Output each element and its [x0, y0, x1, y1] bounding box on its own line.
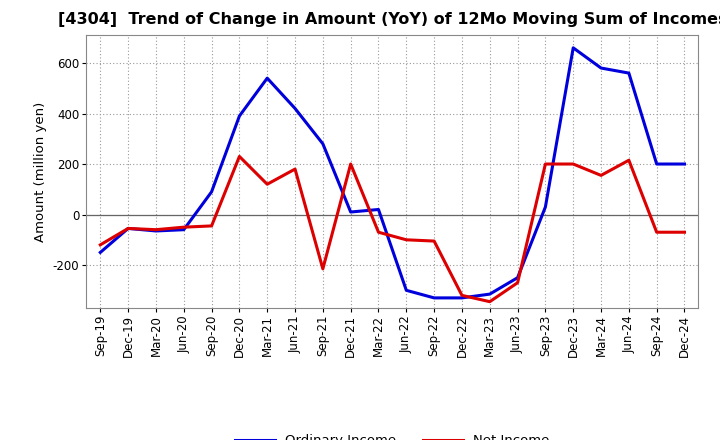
Y-axis label: Amount (million yen): Amount (million yen) — [35, 102, 48, 242]
Ordinary Income — [291, 106, 300, 111]
Net Income — [569, 161, 577, 167]
Ordinary Income — [207, 189, 216, 194]
Ordinary Income — [124, 226, 132, 231]
Net Income — [652, 230, 661, 235]
Net Income — [207, 223, 216, 228]
Ordinary Income — [485, 291, 494, 297]
Ordinary Income — [541, 204, 550, 209]
Net Income — [291, 166, 300, 172]
Net Income — [318, 266, 327, 271]
Ordinary Income — [318, 141, 327, 147]
Ordinary Income — [569, 45, 577, 51]
Net Income — [430, 238, 438, 244]
Ordinary Income — [263, 76, 271, 81]
Net Income — [458, 293, 467, 298]
Ordinary Income — [346, 209, 355, 215]
Legend: Ordinary Income, Net Income: Ordinary Income, Net Income — [230, 429, 555, 440]
Net Income — [402, 237, 410, 242]
Line: Net Income: Net Income — [100, 157, 685, 302]
Ordinary Income — [235, 114, 243, 119]
Title: [4304]  Trend of Change in Amount (YoY) of 12Mo Moving Sum of Incomes: [4304] Trend of Change in Amount (YoY) o… — [58, 12, 720, 27]
Ordinary Income — [430, 295, 438, 301]
Net Income — [235, 154, 243, 159]
Ordinary Income — [624, 70, 633, 76]
Ordinary Income — [513, 275, 522, 280]
Net Income — [152, 227, 161, 232]
Line: Ordinary Income: Ordinary Income — [100, 48, 685, 298]
Ordinary Income — [458, 295, 467, 301]
Ordinary Income — [680, 161, 689, 167]
Net Income — [346, 161, 355, 167]
Net Income — [485, 299, 494, 304]
Ordinary Income — [652, 161, 661, 167]
Ordinary Income — [402, 288, 410, 293]
Ordinary Income — [152, 228, 161, 234]
Net Income — [624, 158, 633, 163]
Net Income — [513, 280, 522, 286]
Net Income — [124, 226, 132, 231]
Net Income — [597, 173, 606, 178]
Ordinary Income — [597, 66, 606, 71]
Net Income — [263, 182, 271, 187]
Net Income — [179, 224, 188, 230]
Ordinary Income — [374, 207, 383, 212]
Net Income — [374, 230, 383, 235]
Net Income — [96, 242, 104, 247]
Ordinary Income — [96, 250, 104, 255]
Net Income — [680, 230, 689, 235]
Ordinary Income — [179, 227, 188, 232]
Net Income — [541, 161, 550, 167]
